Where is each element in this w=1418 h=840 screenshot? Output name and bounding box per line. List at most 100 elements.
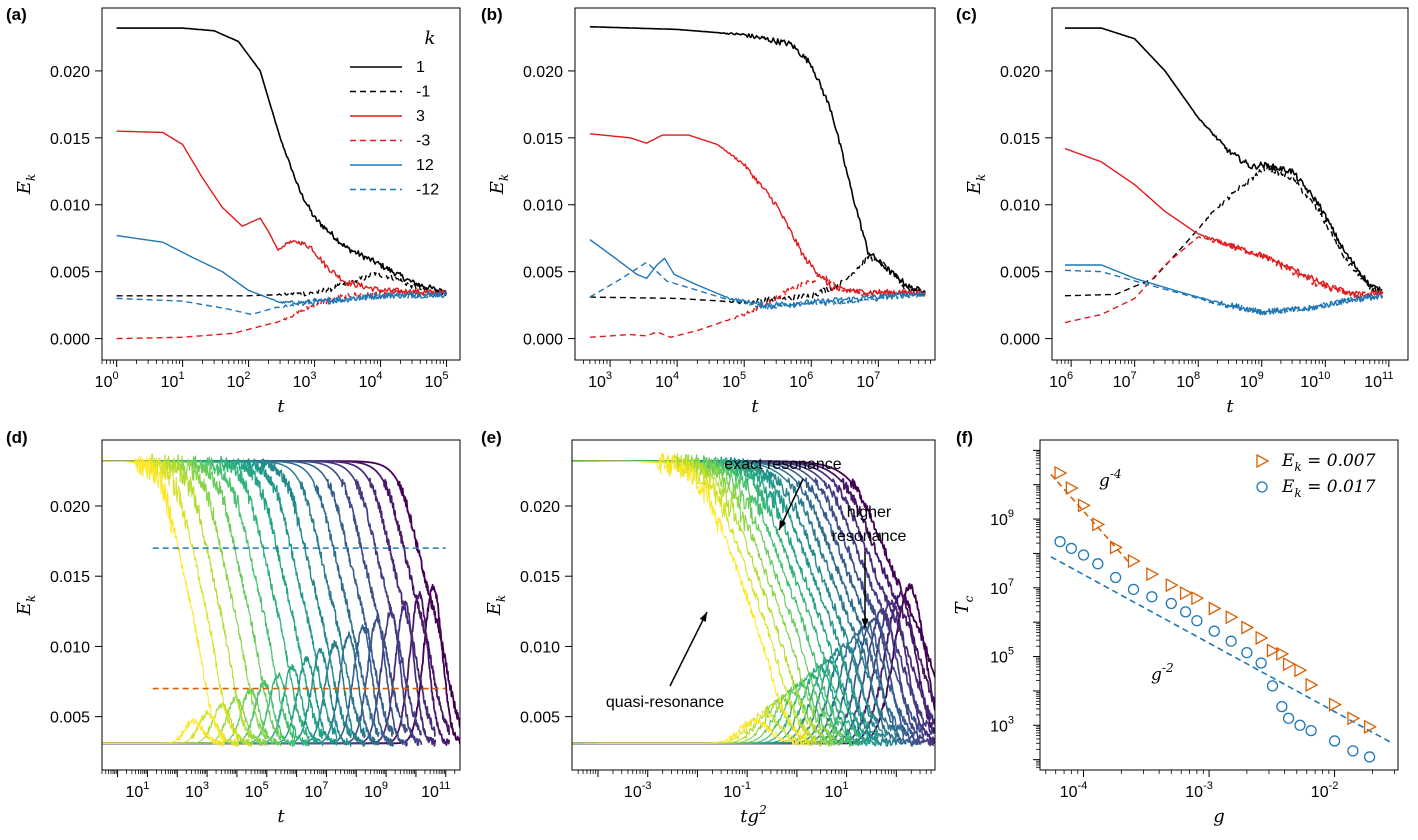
x-tick-label: 103: [293, 370, 317, 391]
family-group: [572, 452, 935, 748]
legend-marker: [1256, 481, 1268, 493]
marker-triangle: [1255, 630, 1269, 645]
marker-circle: [1225, 635, 1237, 647]
marker-triangle: [1191, 591, 1205, 606]
y-tick-label: 105: [990, 646, 1014, 667]
x-tick-label: 10-3: [624, 780, 652, 801]
marker-triangle: [1266, 643, 1280, 658]
x-tick-label: 101: [825, 780, 849, 801]
x-tick-label: 108: [1176, 370, 1200, 391]
x-tick-label: 10-4: [1060, 780, 1088, 801]
y-axis-label: Ek: [487, 174, 511, 195]
marker-circle: [1165, 597, 1177, 610]
legend-label: 12: [416, 157, 434, 174]
axes-frame: [1051, 7, 1409, 361]
x-axis-label: t: [277, 396, 285, 417]
y-tick-label: 103: [990, 714, 1014, 735]
marker-circle: [1065, 542, 1078, 555]
series-line-k-1: [116, 27, 448, 296]
x-tick-label: 103: [588, 370, 612, 391]
y-tick-label: 0.020: [520, 499, 560, 516]
y-tick-label: 0.005: [50, 265, 90, 282]
axes-frame: [101, 439, 461, 771]
y-tick-label: 0.005: [50, 710, 90, 727]
series-line-k-12: [589, 238, 926, 309]
panel-e: (e) 0.005 0.010 0.015 0.020 10-3 10-1 101 tg2 Ek…: [481, 428, 936, 827]
y-tick-label: 0.020: [523, 64, 563, 81]
marker-circle: [1179, 606, 1192, 618]
y-tick-label: 0.020: [50, 64, 90, 81]
y-tick-label: 0.000: [523, 332, 563, 349]
x-tick-label: 105: [425, 370, 449, 391]
marker-triangle: [1065, 480, 1079, 496]
x-tick-label: 1011: [421, 780, 450, 801]
x-tick-label: 107: [856, 370, 880, 391]
marker-circle: [1127, 583, 1140, 596]
curve-decay: [102, 454, 268, 740]
series-line-k-12: [1065, 264, 1384, 316]
y-tick-label: 107: [990, 577, 1014, 598]
x-tick-label: 109: [364, 780, 388, 801]
panel-c: (c) 0.000 0.005 0.010 0.015 0.020 106 107 108 10…: [956, 5, 1409, 417]
marker-circle: [1328, 735, 1341, 747]
legend-label: -3: [416, 133, 430, 150]
series-line-k--3: [589, 273, 926, 338]
series-line-k--1: [116, 270, 448, 297]
marker-triangle: [1276, 646, 1290, 661]
marker-circle: [1363, 751, 1376, 763]
x-tick-label: 1011: [1364, 370, 1393, 391]
panel-c-label: (c): [956, 5, 977, 24]
x-tick-label: 10-2: [1311, 780, 1339, 801]
y-axis-label: Tc: [952, 595, 976, 614]
legend-label: Ek = 0.017: [1281, 477, 1376, 500]
x-axis-label: tg2: [740, 803, 766, 827]
curve-rise: [598, 718, 807, 747]
x-tick-label: 104: [655, 370, 679, 391]
series-line-k-3: [1064, 147, 1384, 299]
x-tick-label: 105: [722, 370, 746, 391]
curve-decay: [102, 453, 240, 742]
x-tick-label: 106: [1049, 370, 1073, 391]
marker-triangle: [1225, 610, 1239, 625]
y-axis-label: Ek: [14, 174, 38, 195]
series-line-k--3: [1064, 236, 1384, 324]
series-line-k-3: [116, 130, 448, 297]
marker-circle: [1347, 745, 1359, 757]
marker-triangle: [1165, 577, 1179, 593]
annotation-resonance: resonance: [832, 528, 907, 545]
marker-triangle: [1077, 498, 1091, 513]
x-tick-label: 107: [304, 780, 328, 801]
y-tick-label: 0.010: [50, 198, 90, 215]
curve-decay: [102, 460, 436, 738]
y-tick-label: 0.020: [1000, 64, 1040, 81]
y-tick-label: 0.015: [523, 131, 563, 148]
y-tick-label: 109: [990, 508, 1014, 529]
y-tick-label: 0.015: [50, 131, 90, 148]
marker-circle: [1109, 571, 1122, 584]
curve-decay: [102, 455, 226, 742]
x-tick-label: 104: [359, 370, 383, 391]
marker-triangle: [1208, 601, 1222, 616]
y-tick-label: 0.010: [523, 198, 563, 215]
marker-triangle: [1054, 465, 1068, 481]
series-group: [116, 27, 448, 340]
marker-triangle: [1328, 697, 1342, 712]
annotation-quasi-resonance: quasi-resonance: [606, 694, 724, 711]
marker-circle: [1276, 700, 1288, 713]
y-tick-label: 0.015: [1000, 131, 1040, 148]
legend-label: -12: [416, 182, 439, 199]
marker-triangle: [1347, 711, 1361, 726]
x-tick-label: 107: [1113, 370, 1137, 391]
arrow-higher-resonance-head: [861, 618, 869, 628]
y-axis-label: Ek: [484, 595, 508, 616]
x-axis-label: t: [277, 806, 285, 827]
family-group: [102, 453, 460, 747]
legend-label: 1: [416, 59, 425, 76]
marker-circle: [1146, 591, 1158, 603]
curve-rise: [102, 718, 226, 747]
y-tick-label: 0.005: [1000, 265, 1040, 282]
marker-triangle: [1363, 719, 1377, 734]
marker-circle: [1208, 625, 1220, 637]
marker-circle: [1294, 719, 1306, 731]
